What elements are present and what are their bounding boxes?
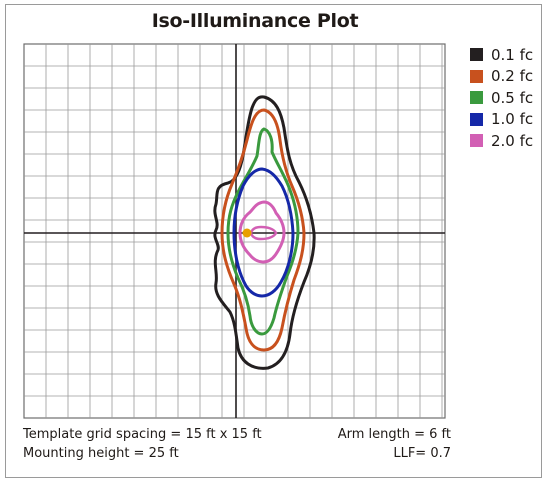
grid-spacing-note: Template grid spacing = 15 ft x 15 ft [23,427,262,442]
contour-2-0-fc-inner [249,225,278,241]
contour-0-5-fc [226,127,300,336]
legend-label: 0.1 fc [491,45,534,64]
legend-swatch [470,134,483,148]
legend-item-0-5-fc: 0.5 fc [470,87,533,109]
mounting-height-note: Mounting height = 25 ft [23,446,179,461]
legend-label: 1.0 fc [491,110,534,129]
contour-0-2-fc [220,108,306,352]
legend-swatch [470,69,483,83]
llf-note: LLF= 0.7 [393,446,451,461]
plot-title: Iso-Illuminance Plot [151,10,359,32]
contour-2-0-fc [238,200,286,264]
legend-item-0-2-fc: 0.2 fc [470,66,533,88]
figure-frame [5,4,542,478]
legend-item-0-1-fc: 0.1 fc [470,44,533,66]
arm-length-note: Arm length = 6 ft [337,427,451,442]
legend-item-2-0-fc: 2.0 fc [470,130,533,152]
legend-swatch [470,91,483,105]
legend: 0.1 fc 0.2 fc 0.5 fc 1.0 fc 2.0 fc [470,44,533,152]
legend-swatch [470,112,483,126]
legend-label: 0.2 fc [491,67,534,86]
legend-swatch [470,48,483,62]
luminaire-marker [242,228,252,238]
legend-label: 2.0 fc [491,131,534,150]
legend-label: 0.5 fc [491,88,534,107]
contour-1-0-fc [232,167,295,298]
legend-item-1-0-fc: 1.0 fc [470,109,533,131]
